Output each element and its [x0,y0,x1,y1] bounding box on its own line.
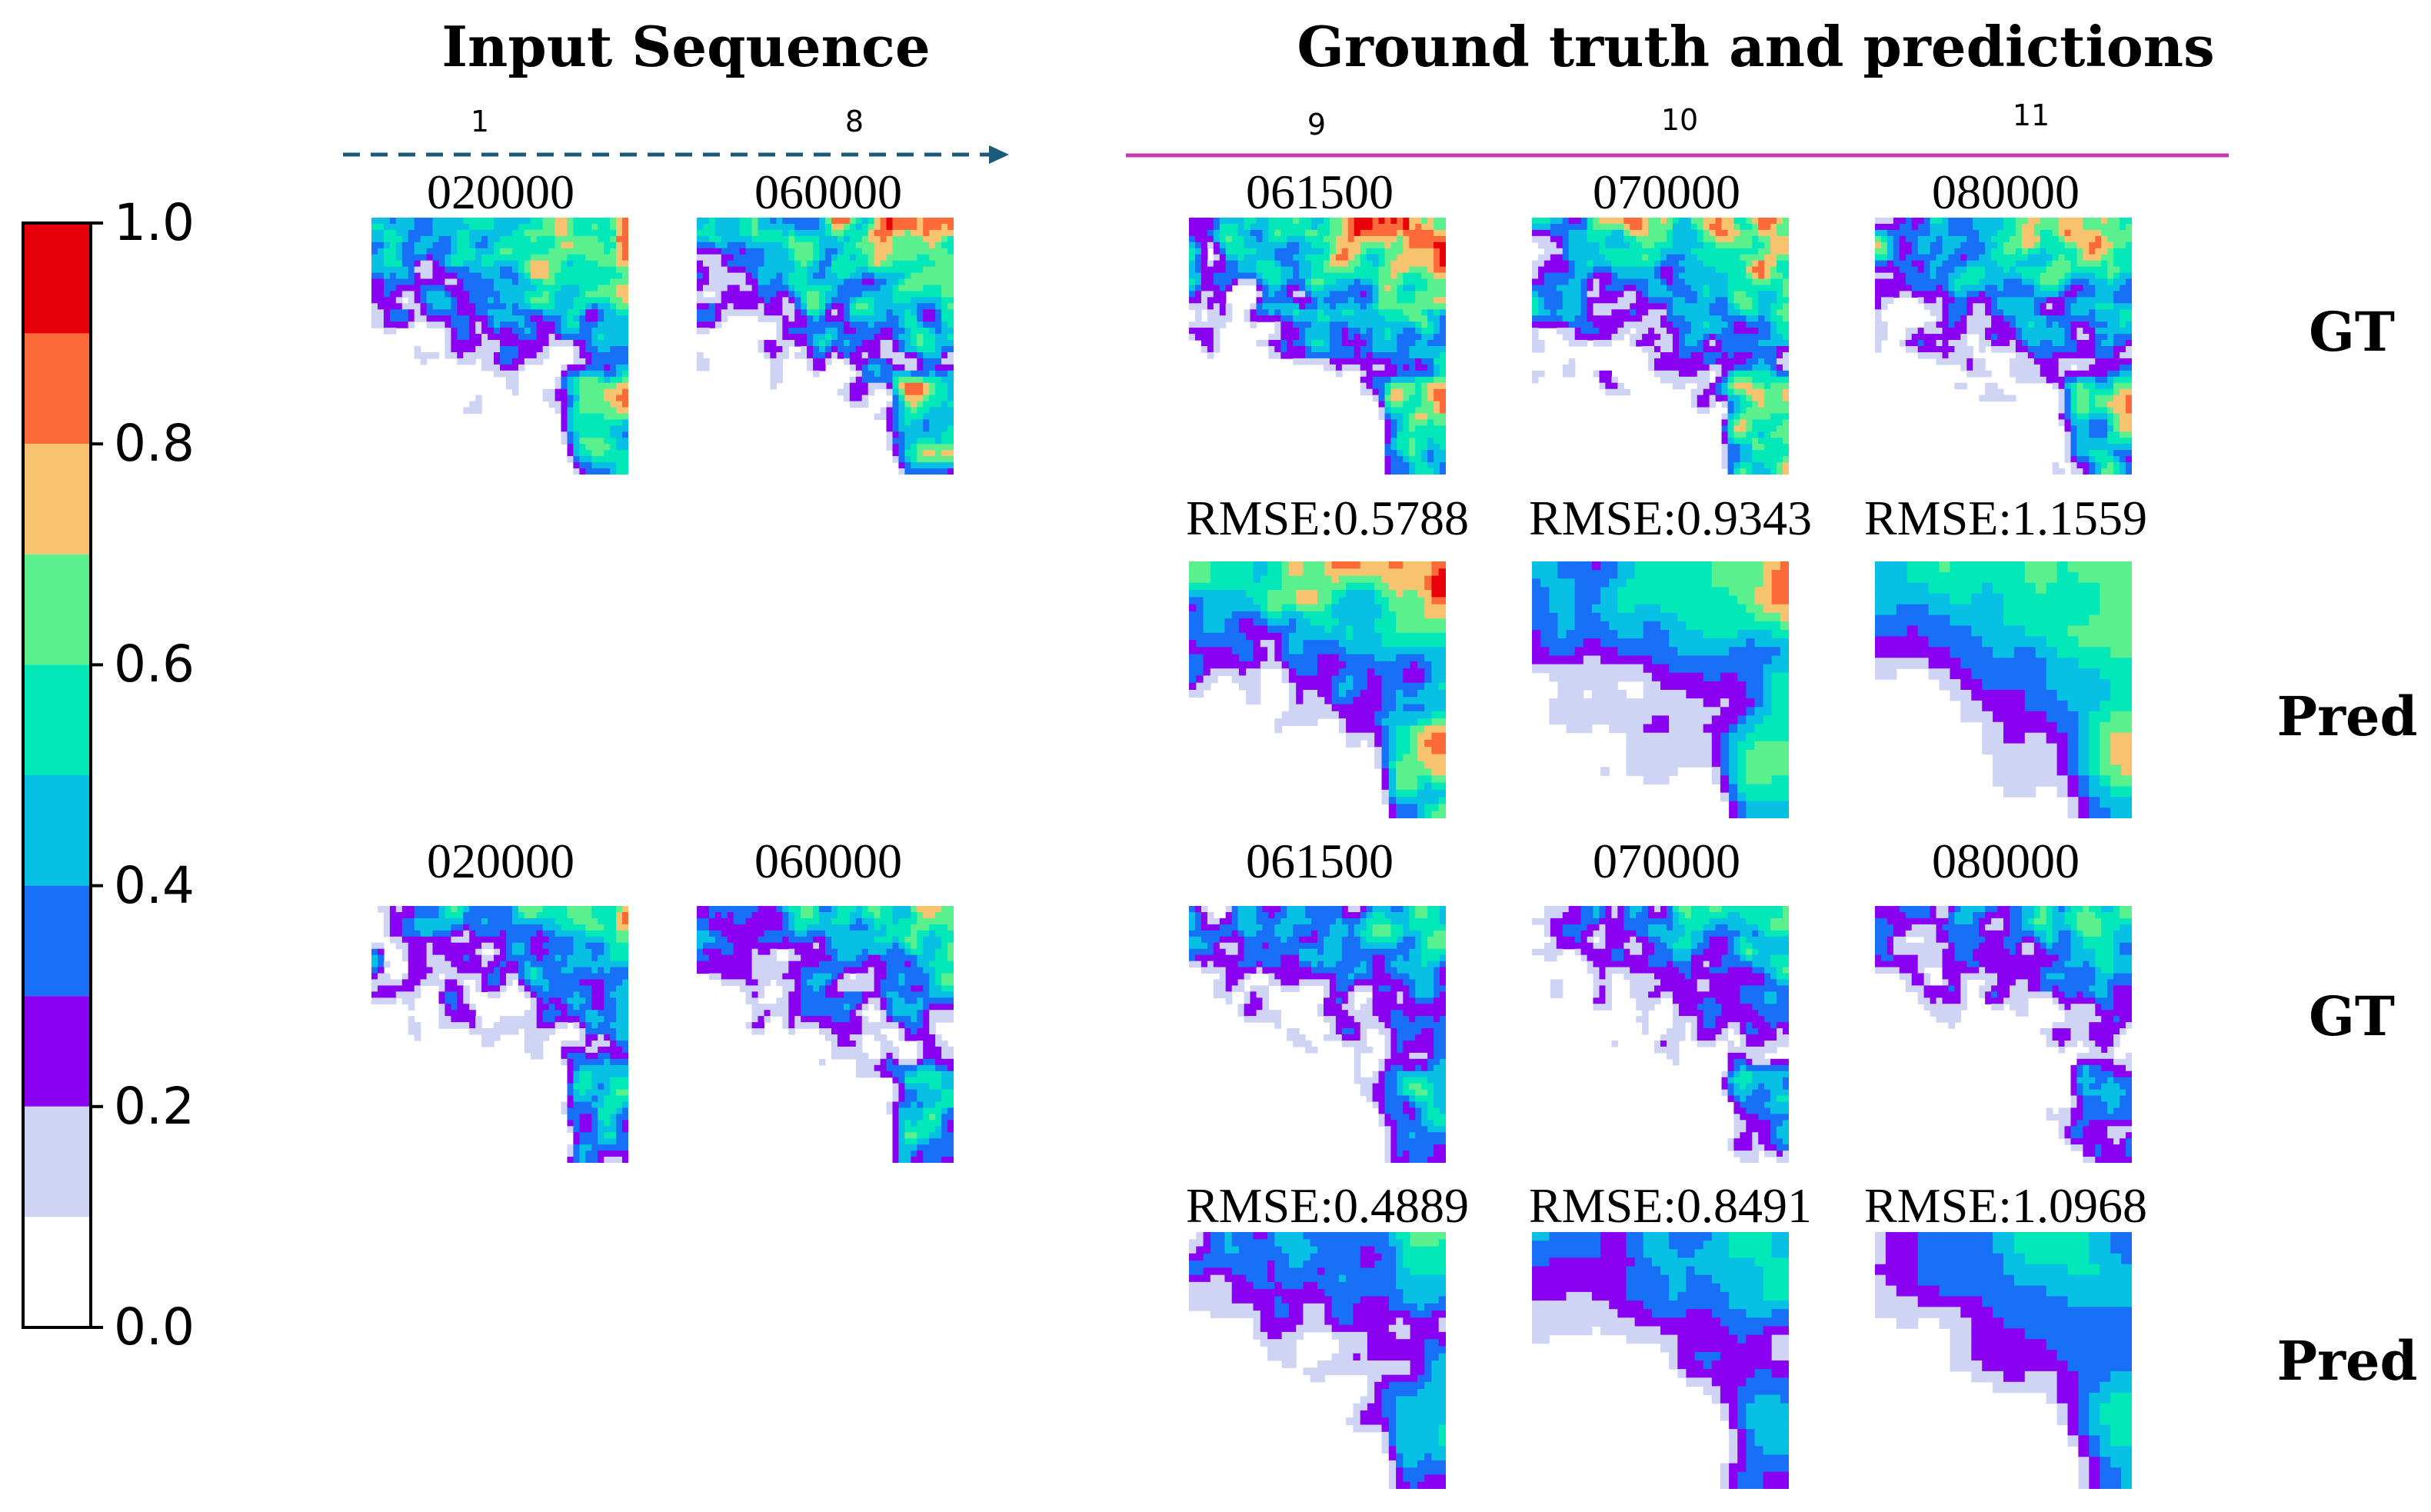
colorbar-segment [23,1106,91,1217]
gt-map-panel [1532,906,1789,1163]
precipitation-map [1875,906,2132,1163]
colorbar-segment [23,223,91,334]
gt-map-panel [1189,906,1446,1163]
input-map-panel [697,218,954,475]
colorbar-segment [23,996,91,1107]
input-map-panel [371,906,628,1163]
pred-map-panel [1875,561,2132,818]
gt-row-label: GT [2309,300,2395,364]
colorbar-segment [23,885,91,997]
step-number-9: 9 [1307,108,1327,142]
colorbar: 1.0 0.8 0.6 0.4 0.2 0.0 [0,0,231,1384]
precipitation-map [1532,561,1789,818]
pred-map-panel [1189,561,1446,818]
timestamp-label: 060000 [754,834,902,888]
timestamp-label: 070000 [1593,165,1740,219]
colorbar-segment [23,554,91,665]
rmse-label: RMSE:0.5788 [1185,491,1470,545]
rmse-label: RMSE:1.1559 [1863,491,2148,545]
pred-map-panel [1189,1232,1446,1489]
precipitation-map [1875,1232,2132,1489]
rmse-label: RMSE:0.4889 [1185,1178,1470,1233]
colorbar-segment [23,1217,91,1327]
gt-map-panel [1189,218,1446,475]
precipitation-map [697,906,954,1163]
ground-truth-heading: Ground truth and predictions [1297,14,2215,79]
colorbar-segment [23,664,91,775]
precipitation-map [1875,218,2132,475]
input-sequence-heading: Input Sequence [441,14,931,79]
step-number-1: 1 [470,105,490,138]
colorbar-frame [22,221,92,1329]
colorbar-tick-label: 0.6 [114,634,195,694]
precipitation-map [1532,1232,1789,1489]
timestamp-label: 061500 [1246,834,1394,888]
colorbar-tick-label: 0.0 [114,1297,195,1357]
timestamp-label: 070000 [1593,834,1740,888]
timestamp-label: 020000 [427,165,574,219]
precipitation-map [697,218,954,475]
colorbar-tick-label: 0.4 [114,855,195,915]
precipitation-map [1532,906,1789,1163]
gt-map-panel [1875,906,2132,1163]
input-sequence-arrow [343,145,1009,164]
input-map-panel [371,218,628,475]
ground-truth-underline [1126,153,2229,158]
gt-map-panel [1532,218,1789,475]
step-number-10: 10 [1660,103,1699,137]
step-number-8: 8 [844,105,864,138]
colorbar-segment [23,775,91,886]
gt-map-panel [1875,218,2132,475]
rmse-label: RMSE:1.0968 [1863,1178,2148,1233]
precipitation-map [371,218,628,475]
step-number-11: 11 [2012,98,2050,132]
pred-row-label: Pred [2276,684,2418,748]
colorbar-tick-label: 0.8 [114,414,195,474]
precipitation-map [1189,218,1446,475]
pred-map-panel [1875,1232,2132,1489]
precipitation-map [1532,218,1789,475]
pred-map-panel [1532,561,1789,818]
timestamp-label: 060000 [754,165,902,219]
precipitation-map [1189,906,1446,1163]
pred-row-label: Pred [2276,1329,2418,1393]
precipitation-map [1875,561,2132,818]
input-map-panel [697,906,954,1163]
rmse-label: RMSE:0.8491 [1528,1178,1813,1233]
gt-row-label: GT [2309,984,2395,1048]
precipitation-map [1189,561,1446,818]
timestamp-label: 020000 [427,834,574,888]
timestamp-label: 061500 [1246,165,1394,219]
colorbar-tick-label: 1.0 [114,193,195,252]
timestamp-label: 080000 [1932,165,2080,219]
colorbar-scale [22,221,103,1329]
precipitation-map [371,906,628,1163]
colorbar-segment [23,444,91,555]
precipitation-map [1189,1232,1446,1489]
rmse-label: RMSE:0.9343 [1528,491,1813,545]
timestamp-label: 080000 [1932,834,2080,888]
colorbar-tick-label: 0.2 [114,1076,195,1136]
pred-map-panel [1532,1232,1789,1489]
colorbar-segment [23,333,91,445]
